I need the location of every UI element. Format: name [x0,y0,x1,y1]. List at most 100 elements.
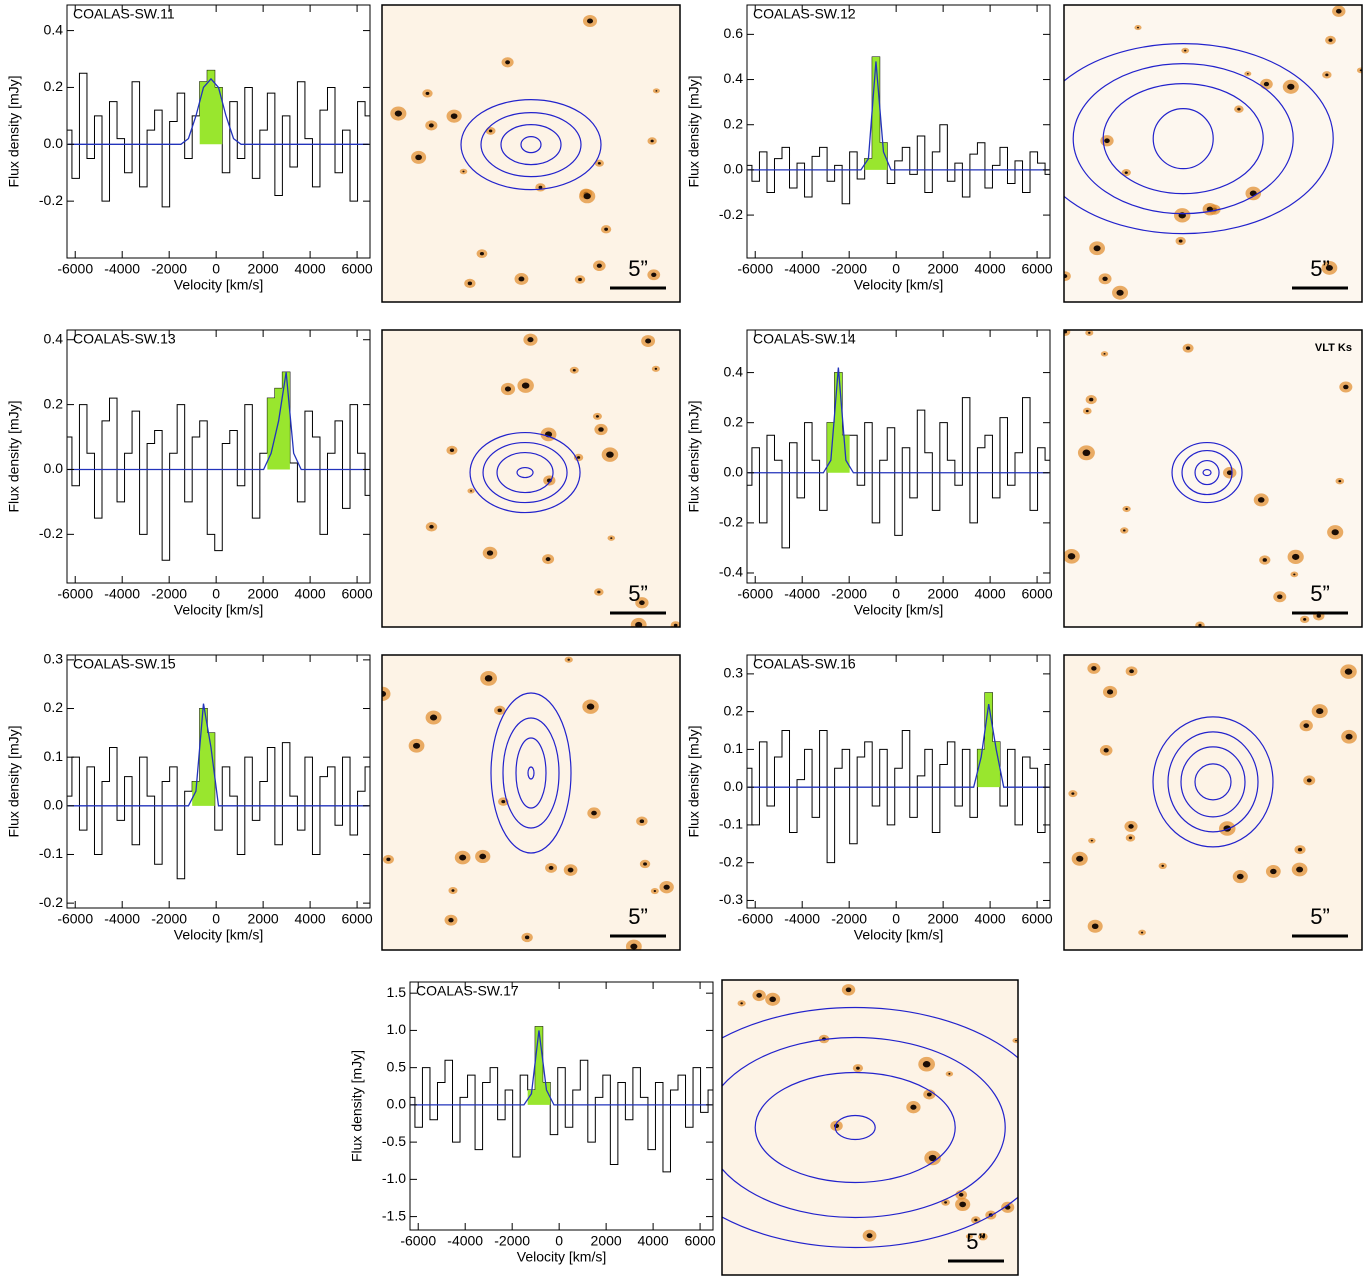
source-core [497,708,502,713]
x-axis-label: Velocity [km/s] [174,927,263,943]
image-frame [1063,329,1363,628]
plot-area [747,367,1050,549]
source-core [576,456,581,459]
source-core [459,854,467,861]
x-tick-label: 2000 [928,261,959,277]
source-core [1064,274,1068,279]
source-core [1343,384,1349,390]
x-tick-label: -2000 [831,586,867,602]
source-core [981,1235,985,1239]
y-tick-label: 0.4 [724,363,744,379]
y-tick-label: -0.1 [39,845,63,861]
y-tick-label: 0.2 [44,395,64,411]
y-tick-label: 0.6 [724,25,744,41]
source-core [1137,26,1139,29]
y-tick-label: 0.3 [44,651,64,667]
source [1064,271,1071,282]
source-core [948,1073,951,1075]
panel-title: COALAS-SW.11 [73,6,175,22]
source-core [572,368,576,372]
x-tick-label: 6000 [1022,586,1053,602]
source-core [845,987,852,993]
scale-label: 5” [1310,904,1330,929]
source-core [1085,409,1089,413]
source-core [1107,689,1114,695]
source-core [1325,264,1333,271]
band-label: VLT Ks [1315,342,1352,354]
x-tick-label: 6000 [342,911,373,927]
source-core [1091,666,1097,671]
source-core [449,448,455,452]
source-core [1091,923,1099,930]
x-tick-label: 4000 [975,261,1006,277]
source-core [866,1233,873,1239]
contour [496,451,554,494]
source-core [583,193,591,200]
y-tick-label: 0.2 [724,413,744,429]
panel-title: COALAS-SW.15 [73,656,176,672]
axes-frame [409,981,714,1231]
source-core [673,623,678,627]
y-tick-label: 0.0 [44,797,64,813]
contour [1180,746,1246,818]
spectrum-line [747,692,1050,864]
source-core [959,1201,967,1208]
image-frame [381,654,681,951]
source-core [1338,479,1342,483]
source-core [545,557,551,562]
x-tick-label: 4000 [638,1233,669,1249]
fit-line [748,367,1049,474]
x-tick-label: -4000 [447,1233,483,1249]
source-core [1089,397,1094,402]
spectrum-panel: -6000 -4000 -2000 0 2000 4000 6000 -0.2 0.0 0.2 0.… [686,4,1053,293]
x-tick-label: 0 [212,911,220,927]
source-core [655,90,658,92]
source-core [1328,38,1333,42]
y-tick-label: -0.4 [719,564,743,580]
contour [1202,468,1212,477]
x-tick-label: -6000 [737,911,773,927]
y-tick-label: -0.5 [382,1133,406,1149]
contour [1181,449,1233,496]
contour [1171,441,1243,504]
source-core [606,451,614,458]
source-core [470,490,473,492]
axes-frame [746,4,1051,259]
panel-title: COALAS-SW.12 [753,6,856,22]
source-core [1093,245,1101,252]
emission-area [864,56,888,170]
source-core [740,1002,743,1005]
fit-line [68,372,369,471]
source [1356,67,1362,74]
x-tick-label: -2000 [831,261,867,277]
x-axis-label: Velocity [km/s] [854,602,943,618]
x-tick-label: 4000 [975,911,1006,927]
x-tick-label: -4000 [104,261,140,277]
plot-area [410,1026,713,1173]
source-core [1104,138,1110,144]
x-tick-label: -6000 [57,911,93,927]
image-content [1064,5,1362,302]
source-core [1184,49,1187,52]
x-tick-label: 0 [555,1233,563,1249]
x-tick-label: 6000 [342,261,373,277]
contour [1072,63,1294,215]
source-core [639,600,645,606]
contour [469,431,581,514]
image-background [382,655,680,950]
source-core [1303,723,1310,728]
x-tick-label: 0 [212,586,220,602]
y-tick-label: -0.2 [39,525,63,541]
source-core [521,382,530,389]
scale-label: 5” [628,256,648,281]
source-core [486,550,494,556]
y-tick-label: 0.1 [724,740,744,756]
y-tick-label: 0.2 [44,78,64,94]
plot-area [67,69,370,208]
y-axis-label: Flux density [mJy] [6,400,22,512]
source-core [429,714,438,721]
x-tick-label: -6000 [400,1233,436,1249]
contour [722,1036,1006,1219]
contour [527,766,535,780]
